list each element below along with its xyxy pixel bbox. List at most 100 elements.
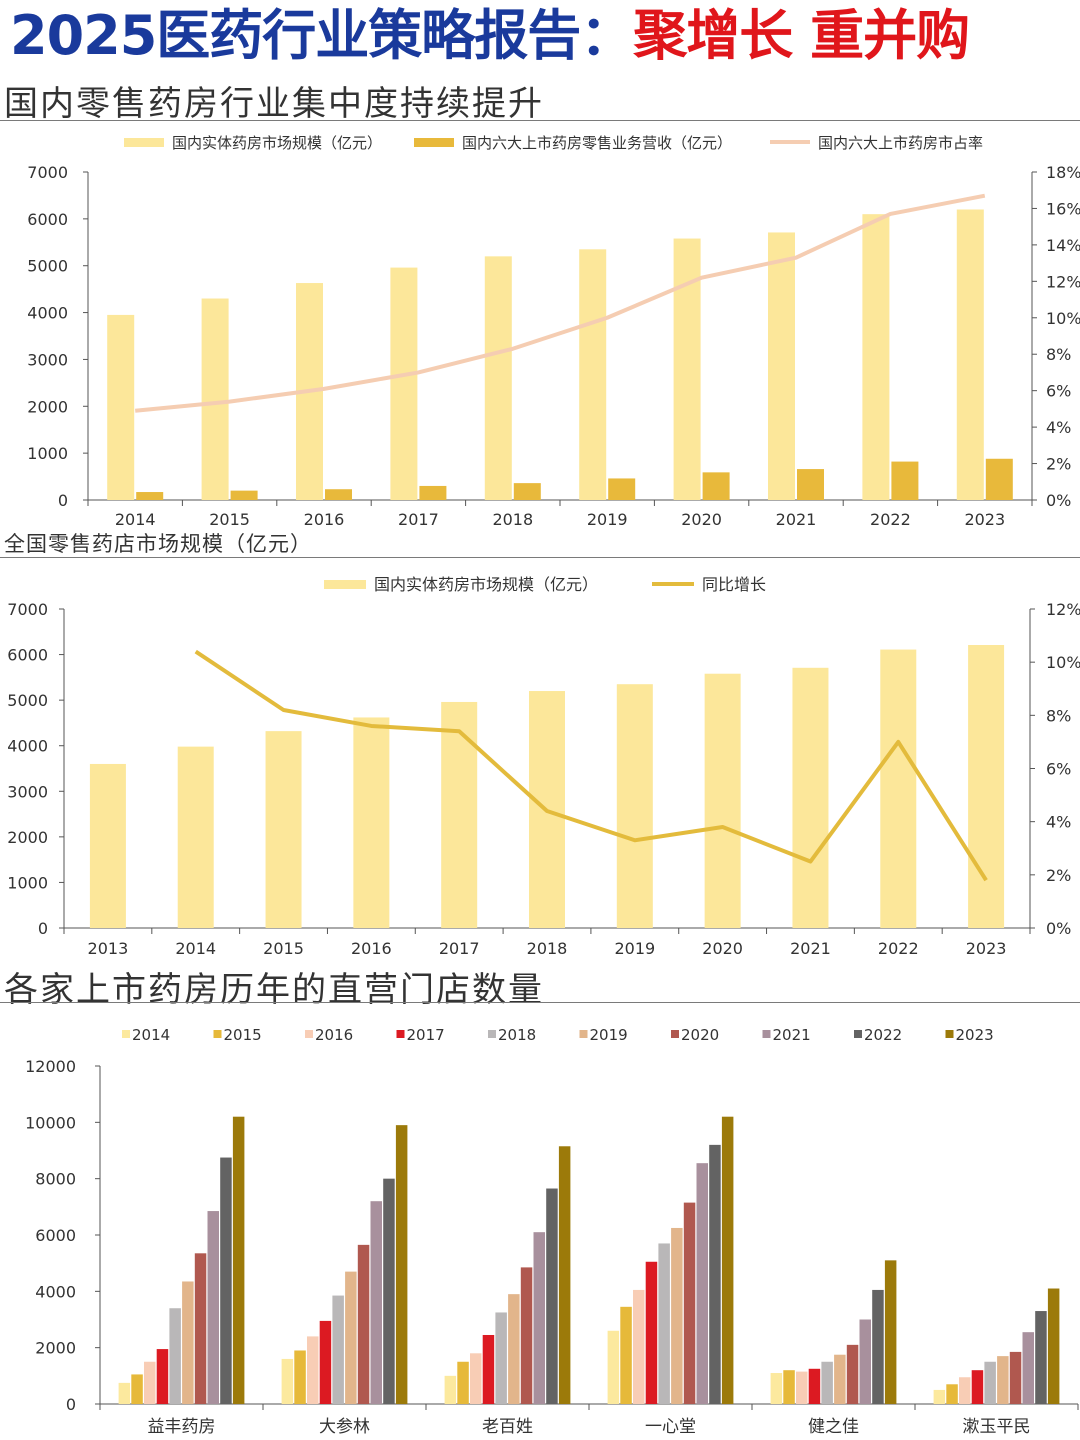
x-tick-label: 2016: [351, 939, 392, 958]
x-tick-label: 2017: [439, 939, 480, 958]
x-tick-label: 2021: [790, 939, 831, 958]
legend-label: 国内实体药房市场规模（亿元）: [172, 134, 382, 152]
y-tick-label: 0: [58, 491, 68, 510]
bar-market-size: [792, 667, 829, 928]
bar-store-count: [131, 1374, 143, 1404]
y-tick-label: 5000: [7, 691, 48, 710]
bar-store-count: [984, 1361, 996, 1404]
bar-top6-revenue: [891, 461, 919, 500]
legend-label: 国内实体药房市场规模（亿元）: [374, 575, 598, 594]
legend-swatch: [396, 1030, 405, 1038]
bar-store-count: [332, 1295, 344, 1404]
y2-tick-label: 16%: [1046, 199, 1080, 218]
legend-swatch: [305, 1030, 313, 1038]
legend-label: 2023: [956, 1026, 994, 1044]
bar-store-count: [821, 1361, 833, 1404]
legend-label: 2022: [864, 1026, 902, 1044]
bar-store-count: [671, 1227, 683, 1404]
section-1-heading: 国内零售药房行业集中度持续提升: [4, 84, 544, 124]
bar-top6-revenue: [136, 492, 164, 500]
x-tick-label: 2015: [209, 510, 250, 529]
bar-market-size: [956, 209, 984, 500]
bar-top6-revenue: [702, 472, 730, 500]
bar-store-count: [194, 1253, 207, 1404]
bar-store-count: [395, 1125, 408, 1404]
x-tick-label: 2018: [492, 510, 533, 529]
bar-market-size: [353, 717, 390, 928]
legend-swatch: [213, 1030, 222, 1038]
bar-store-count: [118, 1382, 131, 1404]
bar-store-count: [383, 1178, 395, 1404]
bar-store-count: [859, 1319, 871, 1404]
y-tick-label: 2000: [35, 1339, 76, 1358]
bar-store-count: [546, 1188, 558, 1404]
y-tick-label: 4000: [7, 737, 48, 756]
bar-market-size: [390, 267, 418, 500]
x-tick-label: 2019: [587, 510, 628, 529]
section-3-rule: [0, 1002, 1080, 1003]
y-tick-label: 6000: [7, 646, 48, 665]
bar-store-count: [220, 1157, 232, 1404]
bar-store-count: [357, 1244, 370, 1404]
y-tick-label: 8000: [35, 1170, 76, 1189]
line-market-share: [135, 193, 986, 413]
bar-store-count: [796, 1371, 808, 1404]
legend-swatch: [324, 580, 366, 589]
x-tick-label: 一心堂: [645, 1417, 696, 1437]
legend-swatch: [579, 1030, 588, 1038]
y2-tick-label: 8%: [1046, 706, 1071, 725]
bar-store-count: [1047, 1288, 1060, 1404]
legend-label: 国内六大上市药房市占率: [818, 134, 983, 152]
bar-top6-revenue: [797, 469, 824, 500]
bar-store-count: [207, 1211, 219, 1404]
y-tick-label: 3000: [27, 350, 68, 369]
x-tick-label: 2023: [964, 510, 1005, 529]
bar-store-count: [658, 1243, 670, 1404]
bar-store-count: [1022, 1332, 1034, 1404]
y-tick-label: 6000: [27, 210, 68, 229]
x-tick-label: 2015: [263, 939, 304, 958]
y2-tick-label: 8%: [1046, 345, 1071, 364]
bar-store-count: [482, 1334, 495, 1404]
bar-store-count: [1009, 1351, 1022, 1404]
x-tick-label: 2016: [304, 510, 345, 529]
y-tick-label: 2000: [7, 828, 48, 847]
bar-market-size: [484, 256, 512, 500]
y2-tick-label: 12%: [1046, 272, 1080, 291]
bar-market-size: [265, 731, 302, 928]
legend-swatch: [945, 1030, 954, 1038]
y2-tick-label: 4%: [1046, 418, 1071, 437]
bar-market-size: [880, 649, 917, 928]
y2-tick-label: 0%: [1046, 491, 1071, 510]
bar-store-count: [508, 1294, 520, 1404]
x-tick-label: 老百姓: [482, 1417, 533, 1437]
chart-market-size: 国内实体药房市场规模（亿元） 同比增长 0 1000 2000 3000 4000 5000 6…: [7, 575, 1080, 958]
line-yoy-growth: [194, 649, 988, 882]
y-tick-label: 12000: [25, 1057, 76, 1076]
legend-label: 2019: [590, 1026, 628, 1044]
bar-store-count: [846, 1344, 859, 1404]
y2-tick-label: 12%: [1046, 600, 1080, 619]
section-2-rule: [0, 557, 1080, 558]
x-tick-label: 漱玉平民: [963, 1417, 1031, 1437]
x-tick-label: 2021: [776, 510, 817, 529]
y-tick-label: 2000: [27, 397, 68, 416]
x-tick-label: 2020: [681, 510, 722, 529]
bar-store-count: [696, 1163, 708, 1404]
bar-market-size: [704, 673, 741, 928]
y-tick-label: 1000: [7, 873, 48, 892]
legend-swatch: [854, 1030, 862, 1038]
bar-store-count: [783, 1370, 795, 1404]
bar-store-count: [620, 1306, 632, 1404]
x-tick-label: 2022: [878, 939, 919, 958]
bar-store-count: [294, 1350, 306, 1404]
legend-label: 2020: [681, 1026, 719, 1044]
bar-store-count: [607, 1330, 620, 1404]
legend-swatch: [762, 1030, 771, 1038]
y2-tick-label: 2%: [1046, 866, 1071, 885]
bar-store-count: [558, 1146, 571, 1404]
bar-store-count: [971, 1370, 984, 1404]
bar-store-count: [834, 1354, 846, 1404]
bar-store-count: [370, 1201, 382, 1404]
bar-market-size: [616, 684, 653, 928]
